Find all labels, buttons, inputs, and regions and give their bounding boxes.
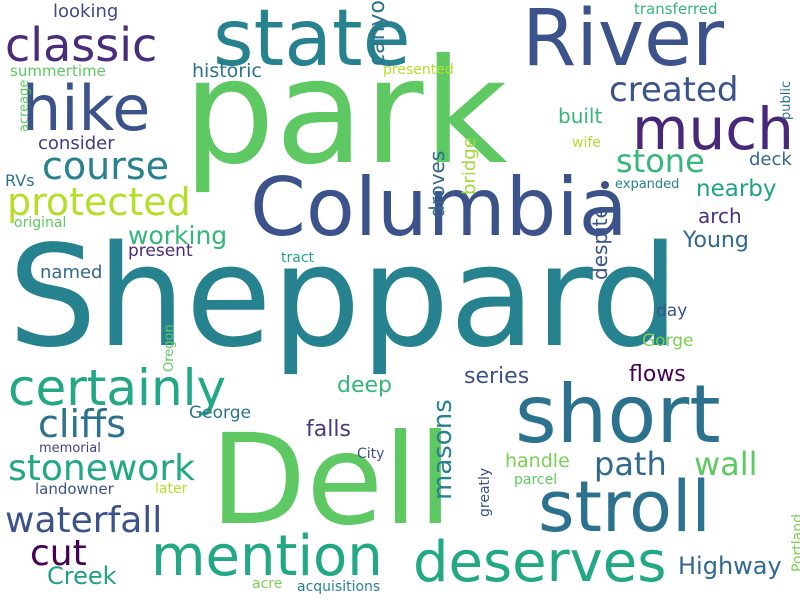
word-landowner: landowner bbox=[35, 480, 114, 498]
word-city: City bbox=[357, 446, 385, 462]
word-highway: Highway bbox=[678, 552, 782, 580]
word-mention: mention bbox=[151, 524, 383, 589]
word-flows: flows bbox=[629, 362, 686, 387]
word-bridge: bridge bbox=[459, 137, 480, 195]
word-gorge: Gorge bbox=[642, 331, 694, 351]
word-acquisitions: acquisitions bbox=[297, 579, 381, 595]
word-tract: tract bbox=[281, 250, 315, 266]
word-much: much bbox=[632, 95, 794, 163]
word-cliffs: cliffs bbox=[38, 402, 126, 446]
word-falls: falls bbox=[306, 417, 351, 442]
word-acre: acre bbox=[252, 576, 283, 592]
word-certainly: certainly bbox=[8, 359, 227, 417]
word-parcel: parcel bbox=[514, 472, 558, 488]
word-columbia: Columbia bbox=[250, 161, 628, 254]
word-nearby: nearby bbox=[696, 176, 777, 202]
word-state: state bbox=[213, 0, 411, 84]
dot-mark bbox=[601, 181, 609, 189]
word-despite: despite bbox=[588, 206, 612, 280]
word-created: created bbox=[609, 70, 739, 110]
word-creek: Creek bbox=[47, 562, 117, 590]
word-original: original bbox=[14, 215, 67, 231]
word-wife: wife bbox=[572, 135, 601, 151]
word-looking: looking bbox=[53, 1, 119, 22]
word-consider: consider bbox=[38, 133, 115, 154]
word-later: later bbox=[155, 481, 188, 497]
word-day: day bbox=[656, 301, 688, 321]
word-masons: masons bbox=[428, 399, 458, 500]
word-river: River bbox=[522, 0, 725, 84]
word-acreage: acreage bbox=[17, 79, 32, 132]
word-summertime: summertime bbox=[10, 62, 106, 80]
word-waterfall: waterfall bbox=[5, 500, 163, 541]
word-course: course bbox=[42, 144, 170, 188]
word-present: present bbox=[128, 241, 193, 261]
word-sheppard: Sheppard bbox=[8, 216, 680, 379]
word-stonework: stonework bbox=[8, 448, 195, 489]
word-hike: hike bbox=[22, 72, 151, 145]
word-handle: handle bbox=[505, 450, 570, 472]
word-portland: Portland bbox=[790, 514, 800, 572]
word-oregon: Oregon bbox=[162, 324, 177, 372]
word-public: public bbox=[779, 80, 794, 120]
word-greatly: greatly bbox=[477, 467, 493, 517]
word-wall: wall bbox=[694, 445, 758, 483]
word-deck: deck bbox=[749, 149, 792, 170]
word-classic: classic bbox=[5, 18, 158, 72]
word-memorial: memorial bbox=[39, 441, 101, 456]
word-canyon: canyon bbox=[365, 0, 390, 66]
word-path: path bbox=[594, 445, 667, 483]
word-historic: historic bbox=[192, 60, 262, 82]
word-short: short bbox=[515, 368, 721, 461]
word-protected: protected bbox=[7, 180, 191, 224]
word-deserves: deserves bbox=[413, 530, 667, 595]
word-park: park bbox=[183, 28, 508, 197]
word-stone: stone bbox=[616, 142, 705, 180]
word-cut: cut bbox=[30, 533, 87, 574]
word-expanded: expanded bbox=[615, 177, 680, 192]
word-droves: droves bbox=[425, 150, 449, 218]
word-rvs: RVs bbox=[5, 171, 35, 190]
word-built: built bbox=[558, 104, 603, 128]
word-series: series bbox=[464, 364, 530, 389]
word-young: Young bbox=[683, 228, 749, 253]
word-presented: presented bbox=[383, 62, 454, 78]
word-deep: deep bbox=[337, 373, 392, 398]
word-dell: Dell bbox=[210, 408, 453, 553]
word-arch: arch bbox=[698, 204, 742, 228]
word-transferred: transferred bbox=[634, 0, 718, 18]
word-working: working bbox=[128, 221, 228, 250]
word-named: named bbox=[40, 262, 103, 283]
word-stroll: stroll bbox=[538, 466, 711, 548]
word-george: George bbox=[189, 403, 251, 423]
